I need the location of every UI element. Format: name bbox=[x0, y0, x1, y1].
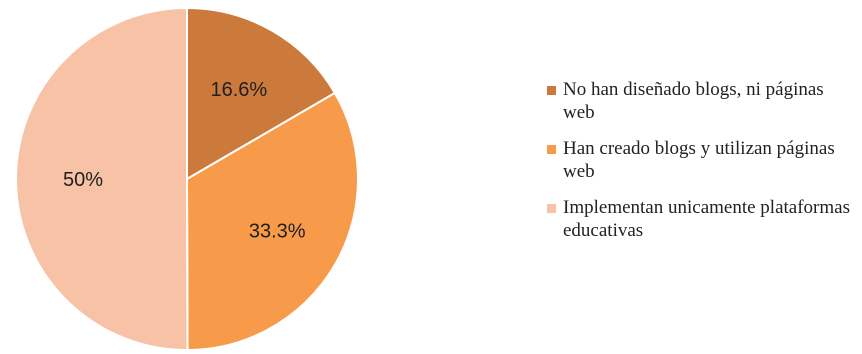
pie-slice-plataformas bbox=[14, 6, 189, 351]
legend-item-plataformas: Implementan unicamente plataformas educa… bbox=[547, 196, 859, 242]
pie-slice-no-blogs bbox=[186, 6, 337, 181]
legend: No han diseñado blogs, ni páginas web Ha… bbox=[547, 78, 859, 255]
slice-label-plataformas: 50% bbox=[63, 169, 103, 191]
slice-label-no-blogs: 16.6% bbox=[210, 79, 267, 101]
legend-swatch bbox=[547, 86, 556, 95]
pie-slice-blogs-web bbox=[185, 91, 359, 352]
legend-swatch bbox=[547, 204, 556, 213]
legend-label: Implementan unicamente plataformas educa… bbox=[563, 197, 850, 241]
slice-label-blogs-web: 33.3% bbox=[249, 221, 306, 243]
legend-item-blogs-web: Han creado blogs y utilizan páginas web bbox=[547, 137, 859, 183]
legend-item-no-blogs: No han diseñado blogs, ni páginas web bbox=[547, 78, 859, 124]
legend-swatch bbox=[547, 145, 556, 154]
legend-label: Han creado blogs y utilizan páginas web bbox=[563, 138, 835, 182]
legend-label: No han diseñado blogs, ni páginas web bbox=[563, 79, 824, 123]
